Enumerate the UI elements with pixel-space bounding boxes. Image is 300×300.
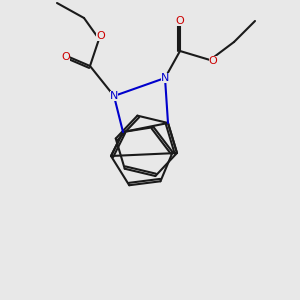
Text: N: N xyxy=(161,73,169,83)
Text: N: N xyxy=(110,91,118,101)
Text: O: O xyxy=(208,56,217,67)
Text: O: O xyxy=(96,31,105,41)
Text: O: O xyxy=(61,52,70,62)
Text: O: O xyxy=(176,16,184,26)
